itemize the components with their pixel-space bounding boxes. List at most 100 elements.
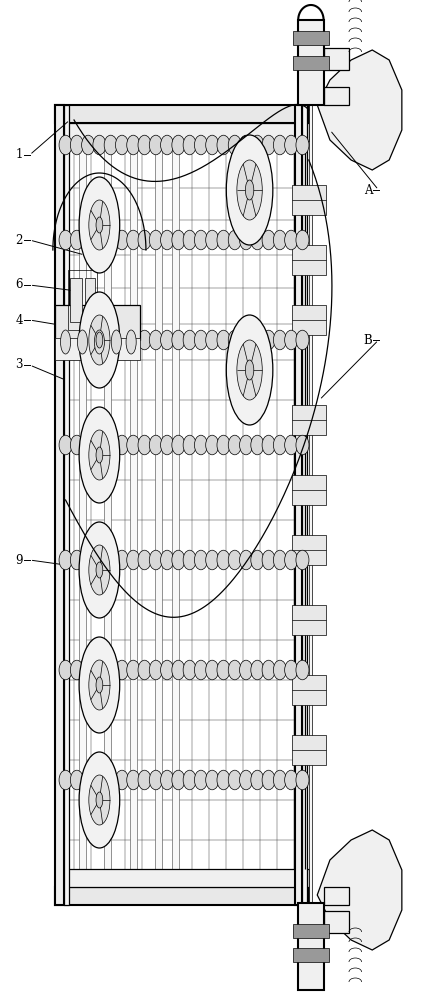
Bar: [130, 141, 137, 869]
Ellipse shape: [59, 330, 72, 350]
Bar: [104, 141, 111, 869]
Ellipse shape: [195, 660, 207, 680]
Circle shape: [96, 792, 103, 808]
Circle shape: [89, 775, 110, 825]
Ellipse shape: [138, 230, 151, 250]
Circle shape: [79, 752, 120, 848]
Ellipse shape: [251, 230, 264, 250]
Ellipse shape: [251, 550, 264, 570]
Bar: [292, 405, 326, 435]
Ellipse shape: [127, 330, 140, 350]
Ellipse shape: [115, 435, 129, 455]
Ellipse shape: [217, 550, 230, 570]
Ellipse shape: [93, 660, 106, 680]
Ellipse shape: [59, 660, 72, 680]
Ellipse shape: [127, 230, 140, 250]
Ellipse shape: [262, 660, 275, 680]
Ellipse shape: [161, 230, 173, 250]
Ellipse shape: [285, 330, 298, 350]
Ellipse shape: [59, 135, 72, 155]
Bar: [293, 31, 329, 45]
Polygon shape: [317, 830, 402, 950]
Circle shape: [237, 160, 262, 220]
Bar: [302, 105, 307, 905]
Ellipse shape: [251, 330, 264, 350]
Bar: [60, 141, 67, 869]
Ellipse shape: [104, 135, 117, 155]
Ellipse shape: [127, 135, 140, 155]
Ellipse shape: [217, 230, 230, 250]
Ellipse shape: [239, 660, 253, 680]
Bar: [292, 535, 326, 565]
Ellipse shape: [239, 550, 253, 570]
Circle shape: [226, 135, 273, 245]
Ellipse shape: [239, 770, 253, 790]
Circle shape: [96, 677, 103, 693]
Ellipse shape: [228, 770, 241, 790]
Ellipse shape: [195, 330, 207, 350]
Ellipse shape: [93, 330, 106, 350]
Ellipse shape: [127, 660, 140, 680]
Ellipse shape: [161, 550, 173, 570]
Ellipse shape: [285, 770, 298, 790]
Ellipse shape: [285, 435, 298, 455]
Ellipse shape: [273, 770, 286, 790]
Bar: [55, 305, 140, 340]
Ellipse shape: [82, 435, 95, 455]
Ellipse shape: [183, 435, 196, 455]
Ellipse shape: [104, 230, 117, 250]
Ellipse shape: [273, 660, 286, 680]
Ellipse shape: [273, 330, 286, 350]
Circle shape: [96, 217, 103, 233]
Ellipse shape: [285, 135, 298, 155]
Bar: [55, 105, 64, 905]
Ellipse shape: [217, 435, 230, 455]
Bar: [298, 903, 324, 990]
Ellipse shape: [104, 330, 117, 350]
Ellipse shape: [195, 135, 207, 155]
Circle shape: [94, 330, 104, 354]
Ellipse shape: [206, 135, 219, 155]
Circle shape: [237, 340, 262, 400]
Ellipse shape: [206, 435, 219, 455]
Bar: [293, 948, 329, 962]
Bar: [172, 141, 179, 869]
Ellipse shape: [206, 770, 219, 790]
Ellipse shape: [206, 660, 219, 680]
Ellipse shape: [285, 550, 298, 570]
Circle shape: [89, 430, 110, 480]
Bar: [292, 735, 326, 765]
Ellipse shape: [93, 770, 106, 790]
Ellipse shape: [149, 770, 162, 790]
Circle shape: [96, 332, 103, 348]
Ellipse shape: [172, 435, 185, 455]
Ellipse shape: [59, 435, 72, 455]
Bar: [64, 105, 69, 905]
Ellipse shape: [273, 550, 286, 570]
Ellipse shape: [228, 230, 241, 250]
Ellipse shape: [217, 770, 230, 790]
Ellipse shape: [183, 230, 196, 250]
Ellipse shape: [251, 135, 264, 155]
Ellipse shape: [59, 550, 72, 570]
Ellipse shape: [206, 330, 219, 350]
Circle shape: [79, 177, 120, 273]
Ellipse shape: [217, 330, 230, 350]
Bar: [324, 87, 349, 105]
Circle shape: [89, 660, 110, 710]
Circle shape: [111, 330, 121, 354]
Ellipse shape: [172, 230, 185, 250]
Ellipse shape: [82, 330, 95, 350]
Ellipse shape: [296, 135, 309, 155]
Bar: [292, 675, 326, 705]
Ellipse shape: [228, 550, 241, 570]
Ellipse shape: [115, 660, 129, 680]
Ellipse shape: [296, 770, 309, 790]
Ellipse shape: [138, 135, 151, 155]
Text: 6: 6: [15, 278, 23, 292]
Ellipse shape: [262, 770, 275, 790]
Ellipse shape: [70, 135, 83, 155]
Ellipse shape: [93, 230, 106, 250]
Ellipse shape: [161, 135, 173, 155]
Ellipse shape: [104, 770, 117, 790]
